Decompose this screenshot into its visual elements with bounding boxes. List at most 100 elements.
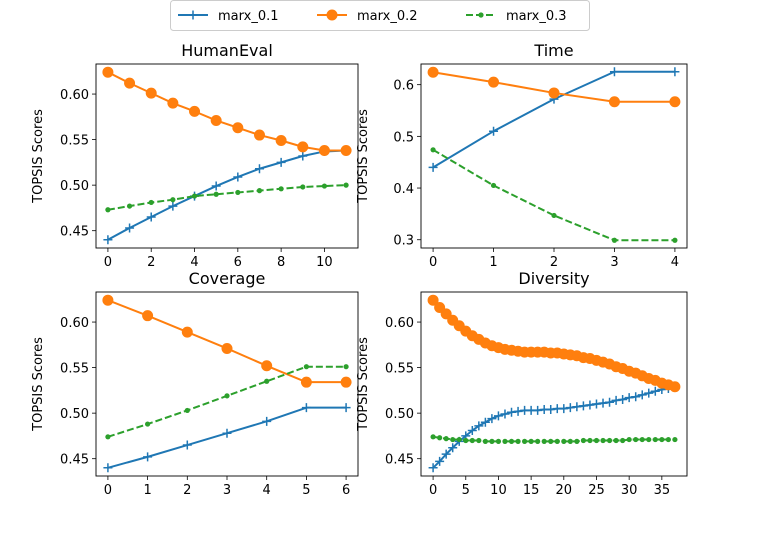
data-point bbox=[606, 437, 613, 444]
data-point bbox=[278, 186, 284, 192]
data-point bbox=[669, 381, 681, 393]
legend-marker bbox=[478, 12, 484, 18]
data-point bbox=[639, 436, 645, 443]
legend-label: marx_0.3 bbox=[506, 9, 567, 24]
series-marx_0.2 bbox=[427, 66, 681, 108]
data-point bbox=[593, 437, 600, 444]
data-point bbox=[611, 395, 621, 405]
series-line bbox=[432, 435, 675, 443]
data-point bbox=[620, 437, 626, 444]
data-point bbox=[146, 212, 156, 222]
x-tick-label: 15 bbox=[523, 483, 540, 498]
data-point bbox=[626, 436, 632, 443]
data-point bbox=[652, 436, 658, 443]
x-tick-label: 4 bbox=[671, 255, 679, 270]
legend-label: marx_0.2 bbox=[357, 9, 418, 24]
data-point bbox=[672, 436, 678, 443]
data-point bbox=[275, 135, 287, 147]
series-marx_0.2 bbox=[427, 294, 681, 393]
y-axis-label: TOPSIS Scores bbox=[31, 337, 46, 432]
legend-marker bbox=[188, 10, 198, 20]
data-point bbox=[528, 438, 534, 444]
x-tick-label: 6 bbox=[342, 483, 350, 498]
x-tick-label: 20 bbox=[556, 483, 573, 498]
data-point bbox=[341, 403, 351, 413]
data-point bbox=[232, 122, 244, 134]
y-axis-label: TOPSIS Scores bbox=[356, 337, 371, 432]
data-point bbox=[487, 414, 497, 424]
subplot-coverage: Coverage TOPSIS Scores 0 1 2 3 4 5 6 0.45 0.50 0.55… bbox=[31, 269, 359, 498]
data-point bbox=[609, 67, 619, 77]
data-point bbox=[650, 386, 660, 396]
x-tick-label: 8 bbox=[277, 255, 285, 270]
data-point bbox=[598, 398, 608, 408]
legend-label: marx_0.1 bbox=[218, 9, 279, 24]
data-point bbox=[124, 77, 136, 89]
data-point bbox=[427, 294, 439, 306]
subplot-title: Diversity bbox=[518, 269, 589, 288]
x-tick-label: 4 bbox=[190, 255, 198, 270]
data-point bbox=[428, 162, 438, 172]
data-point bbox=[191, 193, 198, 199]
data-point bbox=[262, 416, 272, 426]
data-point bbox=[488, 76, 500, 88]
x-tick-label: 1 bbox=[143, 483, 151, 498]
y-tick-label: 0.45 bbox=[60, 225, 89, 240]
series-marx_0.1 bbox=[103, 403, 351, 473]
data-point bbox=[182, 440, 192, 450]
data-point bbox=[572, 402, 582, 412]
plot-frame bbox=[420, 291, 688, 477]
x-tick-label: 0 bbox=[429, 483, 437, 498]
series-marx_0.1 bbox=[428, 382, 680, 473]
data-point bbox=[303, 364, 309, 370]
data-point bbox=[224, 393, 230, 399]
data-point bbox=[502, 438, 508, 444]
y-tick-label: 0.60 bbox=[60, 316, 89, 331]
data-point bbox=[567, 438, 573, 444]
data-point bbox=[665, 436, 671, 443]
data-point bbox=[321, 183, 328, 189]
x-tick-label: 0 bbox=[104, 255, 112, 270]
data-point bbox=[637, 390, 647, 400]
data-point bbox=[613, 437, 619, 444]
data-point bbox=[440, 308, 452, 320]
data-point bbox=[184, 407, 190, 414]
subplot-time: Time TOPSIS Scores 0 1 2 3 4 0.3 0.4 0.5 0.6 bbox=[356, 41, 688, 270]
series-line bbox=[107, 71, 347, 152]
data-point bbox=[221, 342, 233, 354]
data-point bbox=[300, 376, 312, 388]
data-point bbox=[254, 164, 264, 174]
data-point bbox=[489, 126, 499, 136]
data-point bbox=[448, 443, 458, 453]
x-tick-label: 30 bbox=[621, 483, 638, 498]
series-marx_0.1 bbox=[103, 146, 351, 245]
data-point bbox=[490, 182, 497, 189]
data-point bbox=[507, 407, 517, 417]
x-tick-label: 35 bbox=[654, 483, 671, 498]
x-tick-label: 10 bbox=[490, 483, 507, 498]
data-point bbox=[428, 463, 438, 473]
x-tick-label: 10 bbox=[316, 255, 333, 270]
data-point bbox=[633, 436, 639, 443]
data-point bbox=[443, 436, 449, 442]
data-point bbox=[480, 417, 490, 427]
data-point bbox=[463, 437, 469, 444]
y-tick-label: 0.55 bbox=[385, 362, 414, 377]
y-tick-label: 0.50 bbox=[385, 407, 414, 422]
data-point bbox=[298, 151, 308, 161]
data-point bbox=[233, 172, 243, 182]
data-point bbox=[276, 157, 286, 167]
data-point bbox=[508, 438, 515, 444]
data-point bbox=[624, 393, 634, 403]
data-point bbox=[608, 96, 620, 108]
data-point bbox=[340, 145, 352, 157]
data-point bbox=[669, 96, 681, 108]
series-marx_0.2 bbox=[102, 66, 352, 157]
y-tick-label: 0.60 bbox=[385, 316, 414, 331]
series-line bbox=[107, 184, 347, 211]
data-point bbox=[441, 449, 451, 459]
data-point bbox=[515, 438, 521, 444]
data-point bbox=[548, 438, 554, 444]
data-point bbox=[476, 437, 482, 444]
data-point bbox=[264, 378, 270, 384]
